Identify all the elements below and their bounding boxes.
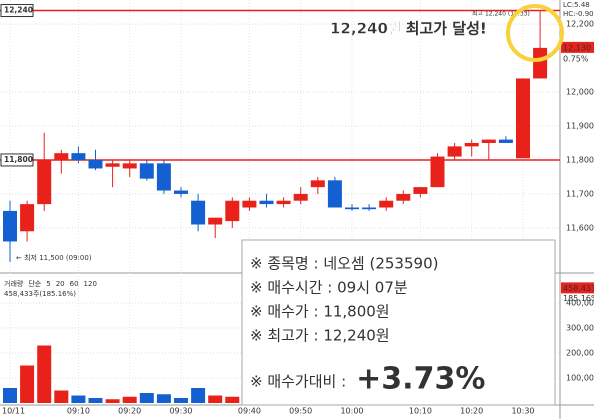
y-tick-label: 300,000 bbox=[566, 324, 594, 333]
current-change: 0.75% bbox=[563, 54, 589, 63]
y-tick-label: 11,600 bbox=[566, 223, 594, 232]
candle-body bbox=[276, 200, 291, 205]
x-tick-label: 09:40 bbox=[238, 407, 261, 416]
candle-body bbox=[413, 187, 428, 194]
candle-body bbox=[225, 200, 240, 222]
volume-legend: 단순 bbox=[28, 279, 41, 288]
candle-body bbox=[259, 200, 274, 205]
volume-bar bbox=[37, 345, 52, 403]
x-tick-label: 09:20 bbox=[118, 407, 141, 416]
candle-body bbox=[430, 156, 445, 188]
x-tick-label: 09:10 bbox=[67, 407, 90, 416]
volume-bar bbox=[88, 398, 103, 403]
candle-body bbox=[533, 47, 548, 79]
candle-body bbox=[345, 207, 359, 210]
volume-bar bbox=[208, 395, 223, 403]
info-line: ※ 최고가 : 12,240원 bbox=[250, 327, 390, 345]
volume-bar bbox=[174, 398, 188, 403]
volume-legend: 60 bbox=[70, 280, 79, 288]
candle-body bbox=[464, 142, 479, 147]
y-tick-label: 12,000 bbox=[566, 88, 594, 97]
y-tick-label: 400,000 bbox=[566, 299, 594, 308]
volume-bar bbox=[54, 390, 69, 403]
info-line: ※ 매수가 : 11,800원 bbox=[250, 303, 390, 321]
volume-legend: 120 bbox=[84, 280, 97, 288]
volume-bar bbox=[122, 396, 137, 403]
y-tick-label: 11,800 bbox=[566, 155, 594, 164]
annotation-text: 최고가 달성! bbox=[406, 20, 487, 38]
candle-body bbox=[139, 163, 154, 179]
low-note: ← 최저 11,500 (09:00) bbox=[16, 253, 92, 262]
candle-body bbox=[447, 146, 462, 157]
x-tick-label: 10:30 bbox=[511, 407, 534, 416]
volume-bar bbox=[191, 388, 206, 403]
volume-legend: 20 bbox=[56, 280, 65, 288]
volume-legend: 거래량 bbox=[4, 279, 24, 288]
stat: HC:-0.90 bbox=[563, 10, 594, 18]
candle-body bbox=[156, 163, 171, 191]
x-tick-label: 10:20 bbox=[460, 407, 483, 416]
y-tick-label: 100,000 bbox=[566, 374, 594, 383]
current-volume-box bbox=[561, 282, 594, 294]
current-price: 12,130 bbox=[563, 43, 591, 52]
candle-body bbox=[242, 200, 257, 208]
volume-summary: 458,433주(185.16%) bbox=[4, 290, 76, 298]
candle-body bbox=[379, 200, 394, 208]
candle-body bbox=[54, 153, 69, 160]
candle-body bbox=[191, 200, 206, 225]
compare-value: +3.73% bbox=[356, 362, 485, 397]
info-line: ※ 종목명 : 네오셈 (253590) bbox=[250, 255, 438, 273]
candle-body bbox=[396, 193, 411, 201]
current-volume: 458,433 bbox=[563, 284, 594, 293]
candle-body bbox=[3, 210, 17, 242]
compare-label: ※ 매수가대비 : bbox=[250, 373, 346, 391]
current-price-box bbox=[561, 41, 594, 53]
y-tick-label: 11,900 bbox=[566, 122, 594, 131]
stat: LC:5.48 bbox=[563, 1, 590, 9]
volume-bar bbox=[71, 395, 86, 403]
annotation-price: 12,240원 bbox=[330, 20, 402, 38]
volume-bar bbox=[3, 388, 17, 403]
y-tick-label: 200,000 bbox=[566, 349, 594, 358]
x-tick-label: 10:10 bbox=[409, 407, 432, 416]
y-tick-label: 11,700 bbox=[566, 189, 594, 198]
candle-body bbox=[481, 139, 496, 143]
ref-label: 12,240 bbox=[4, 6, 33, 15]
candle-body bbox=[174, 190, 188, 194]
candle-body bbox=[362, 207, 377, 210]
ref-label: 11,800 bbox=[4, 155, 33, 164]
y-tick-label: 12,200 bbox=[566, 20, 594, 29]
candle-body bbox=[20, 204, 35, 232]
ref-label-box bbox=[0, 4, 34, 18]
x-tick-label: 09:50 bbox=[289, 407, 312, 416]
ref-label-box bbox=[0, 153, 34, 167]
candle-body bbox=[310, 180, 325, 188]
x-tick-label: 10/11 bbox=[2, 407, 25, 416]
current-volume-change: 185.16% bbox=[563, 294, 594, 303]
volume-legend: 5 bbox=[46, 280, 50, 288]
candle-body bbox=[498, 139, 513, 143]
volume-bar bbox=[139, 393, 154, 403]
highlight-circle bbox=[506, 4, 564, 62]
x-tick-label: 09:30 bbox=[169, 407, 192, 416]
candle-body bbox=[516, 78, 530, 159]
volume-bar bbox=[156, 394, 171, 403]
candle-body bbox=[71, 153, 86, 160]
candle-body bbox=[88, 159, 103, 169]
candle-body bbox=[208, 217, 223, 225]
x-tick-label: 10:00 bbox=[340, 407, 363, 416]
info-line: ※ 매수시간 : 09시 07분 bbox=[250, 279, 408, 297]
volume-bar bbox=[225, 396, 240, 403]
high-note: 최고 12,240 (10:33) bbox=[472, 10, 530, 18]
info-box bbox=[241, 239, 556, 406]
candle-body bbox=[105, 163, 120, 167]
candle-body bbox=[122, 163, 137, 169]
candle-body bbox=[327, 180, 342, 208]
volume-bar bbox=[20, 365, 35, 403]
volume-bar bbox=[105, 399, 120, 403]
candle-body bbox=[293, 193, 308, 201]
candle-body bbox=[37, 159, 52, 205]
